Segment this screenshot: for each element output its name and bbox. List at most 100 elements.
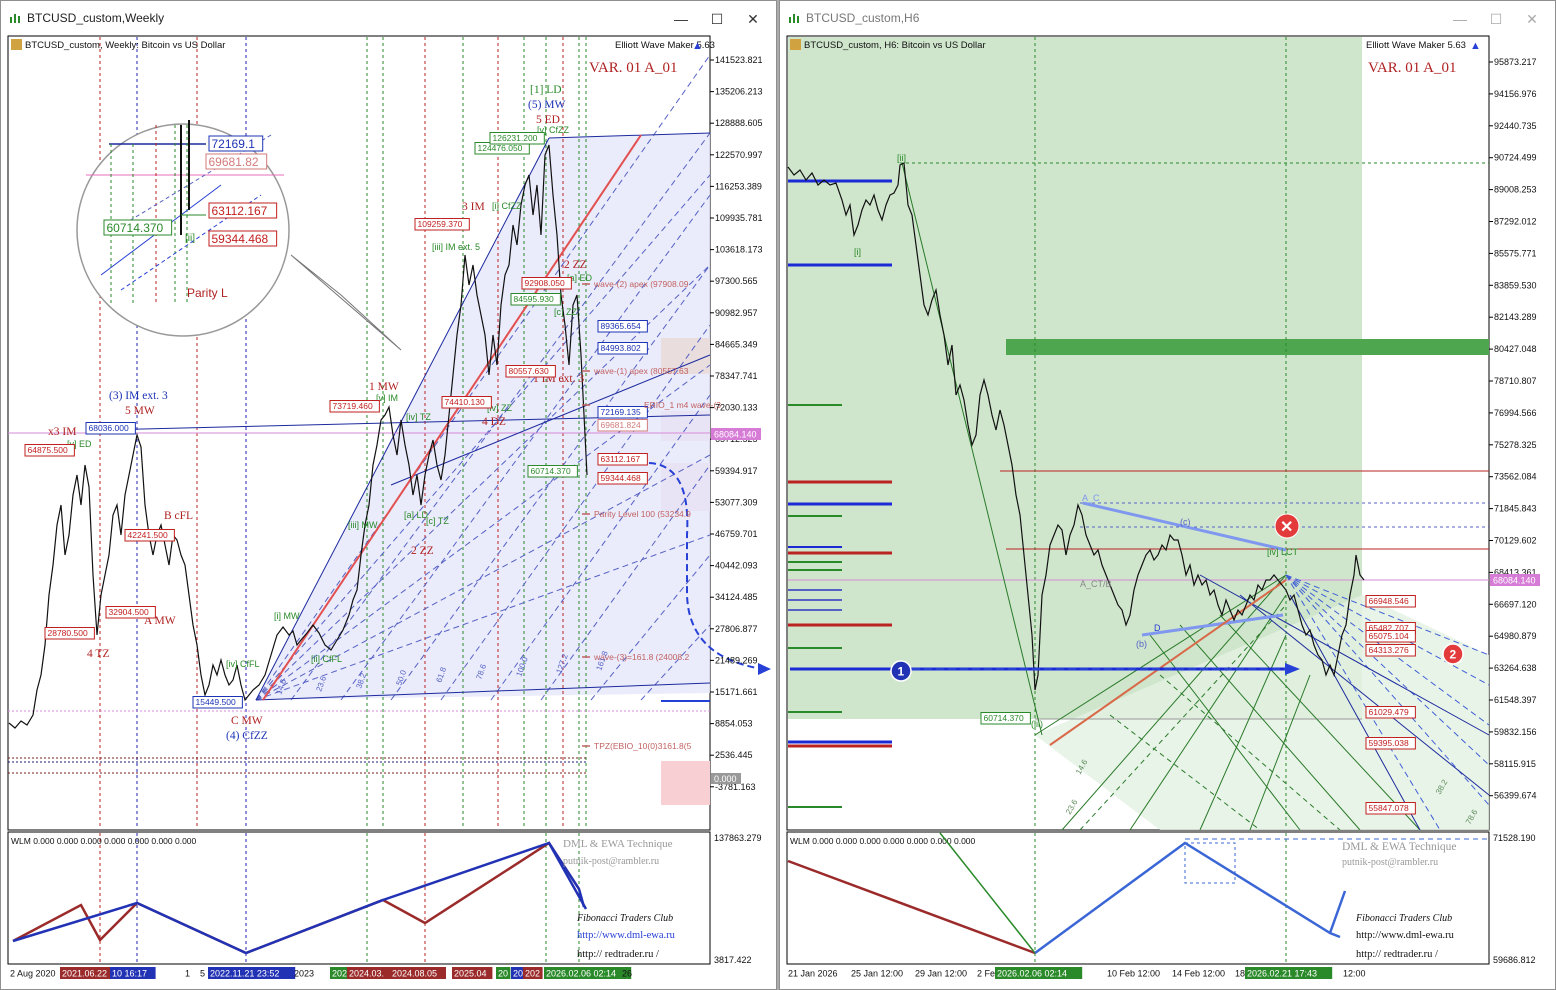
price-tick-label: 58115.915	[1494, 759, 1536, 769]
h6-chart-window[interactable]: BTCUSD_custom,H6 — ☐ ✕	[779, 0, 1556, 990]
maximize-button[interactable]: ☐	[710, 11, 724, 27]
window-titlebar[interactable]: BTCUSD_custom,Weekly — ☐ ✕	[1, 1, 776, 35]
price-box-frame	[105, 606, 156, 619]
dml-credit: DML & EWA Technique	[563, 838, 673, 850]
price-box: 61029.479	[1365, 706, 1416, 719]
window-titlebar[interactable]: BTCUSD_custom,H6 — ☐ ✕	[780, 1, 1555, 35]
price-box-text: 63112.167	[212, 204, 268, 218]
green-fan-dashed	[1079, 604, 1341, 831]
wlm-blue-up	[1328, 890, 1347, 934]
close-button[interactable]: ✕	[1526, 11, 1538, 27]
wave-label: B cFL	[164, 510, 193, 522]
price-box-text: 59344.468	[212, 232, 269, 246]
level-annotation: ERIO_1 m4 wave-(3	[582, 400, 721, 410]
price-box-text: 84595.930	[514, 294, 554, 304]
minimize-button[interactable]: —	[1453, 11, 1467, 27]
price-box-text: 109259.370	[418, 219, 463, 229]
green-fan-lines	[901, 162, 1421, 831]
price-tick-label: 84665.349	[715, 339, 758, 349]
wlm-blue-line	[12, 841, 586, 955]
price-box: 109259.370	[414, 218, 470, 231]
price-box-frame	[597, 342, 648, 355]
time-tick-label: 2023	[294, 969, 314, 979]
url2-link[interactable]: http:// redtrader.ru /	[1356, 949, 1438, 960]
url2-link[interactable]: http:// redtrader.ru /	[577, 949, 659, 960]
wave-label: (iii)	[1031, 719, 1043, 729]
price-box-text: 60714.370	[107, 221, 164, 235]
sub-wave-label: [iv] ZZ	[487, 403, 512, 413]
price-box: 59344.468	[597, 472, 648, 485]
email-credit: putnik-post@rambler.ru	[563, 856, 659, 867]
price-tick-label: 56399.674	[1494, 791, 1537, 801]
price-tick-label: 122570.997	[715, 150, 763, 160]
forecast-arrow	[648, 462, 758, 669]
price-tick-label: 78710.807	[1494, 376, 1537, 386]
level-text: wave-(3)=161.8 (24008.2	[593, 652, 689, 662]
price-box-frame	[208, 230, 278, 247]
time-tick-label: 10 Feb 12:00	[1107, 969, 1160, 979]
wave-label: 1 MW	[369, 381, 399, 393]
wave-label: [i]	[854, 247, 861, 257]
chart-info-icon	[11, 39, 22, 50]
price-tick-label: 92440.735	[1494, 121, 1537, 131]
wlm-green-line	[939, 832, 1036, 954]
price-box-text: 65482.707	[1369, 623, 1409, 633]
maximize-button[interactable]: ☐	[1489, 11, 1503, 27]
time-tick-label: 2 Fe	[977, 969, 995, 979]
forecast-arrowhead	[758, 663, 771, 675]
h6-price-series	[787, 162, 1365, 691]
current-price: 68084.140	[1493, 576, 1536, 586]
level-text: wave-(1) apex (80557.63	[593, 366, 689, 376]
price-boxes: 72169.135 69681.824 63112.167 59344.468 8936…	[24, 132, 648, 709]
dml-credit: DML & EWA Technique	[1342, 841, 1457, 853]
red-trend-line	[262, 134, 642, 701]
price-box-text: 64875.500	[28, 445, 68, 455]
price-box-text: 63112.167	[601, 454, 641, 464]
weekly-chart-window[interactable]: BTCUSD_custom,Weekly — ☐ ✕	[0, 0, 777, 990]
price-tick-label: 59832.156	[1494, 727, 1537, 737]
wave-label: [ii]	[897, 153, 906, 163]
wlm-axis-top: 71528.190	[1493, 833, 1536, 843]
weekly-chart-area[interactable]: [ii] Parity L 72169.1 69681.82 63112.167 60…	[1, 35, 777, 990]
time-tick-label: 2026.02.21 17:43	[1247, 969, 1317, 979]
price-tick-label: 2536.445	[715, 750, 753, 760]
close-button[interactable]: ✕	[747, 11, 759, 27]
price-box-frame	[192, 696, 243, 709]
level-annotations: wave-(2) apex (97908.09 wave-(1) apex (80…	[582, 279, 721, 751]
minimize-button[interactable]: —	[674, 11, 688, 27]
price-box-frame	[597, 453, 648, 466]
price-tick-label: 116253.389	[715, 181, 762, 191]
wlm-red-line	[787, 859, 1036, 955]
time-axis: 21 Jan 2026 25 Jan 12:00 29 Jan 12:00 2 Fe 2…	[788, 967, 1366, 979]
price-box-frame	[205, 153, 268, 170]
price-tick-label: 128888.605	[715, 118, 763, 128]
time-tick-label: 14 Feb 12:00	[1172, 969, 1225, 979]
sub-wave-label: [c] TZ	[426, 516, 449, 526]
url1-link[interactable]: http://www.dml-ewa.ru	[1356, 930, 1455, 941]
wave-label: (4) CfZZ	[226, 730, 268, 742]
price-tick-label: 46759.701	[715, 529, 758, 539]
wave-label: [1] LD	[530, 84, 562, 96]
green-time-zone	[788, 37, 1362, 719]
wlm-box	[1184, 842, 1236, 884]
price-tick-label: 80427.048	[1494, 344, 1537, 354]
green-target-band	[1006, 339, 1489, 355]
price-tick-label: 95873.217	[1494, 57, 1537, 67]
url1-link[interactable]: http://www.dml-ewa.ru	[577, 930, 676, 941]
price-tick-label: 109935.781	[715, 213, 763, 223]
sub-wave-label: [iii] IM ext. 5	[432, 242, 480, 252]
price-box: 80557.630	[505, 365, 556, 378]
price-box: 72169.1	[208, 135, 264, 152]
price-box-frame	[85, 422, 136, 435]
price-tick-label: 87292.012	[1494, 217, 1537, 227]
sub-wave-labels: [iii] IM ext. 5 [i] CfZZ [iii] MW [i] MW [ii…	[67, 125, 593, 669]
sub-wave-label: [i] MW	[274, 611, 300, 621]
price-box-text: 68036.000	[89, 423, 129, 433]
price-box-frame	[597, 472, 648, 485]
h6-chart-area[interactable]: ✕ 12 BTCUSD_custom, H6: Bitcoin vs US Do…	[780, 35, 1556, 990]
time-highlight	[330, 967, 350, 979]
time-tick-label: 202	[332, 969, 347, 979]
marker-circle	[890, 660, 912, 682]
price-box: 72169.135	[597, 406, 648, 419]
